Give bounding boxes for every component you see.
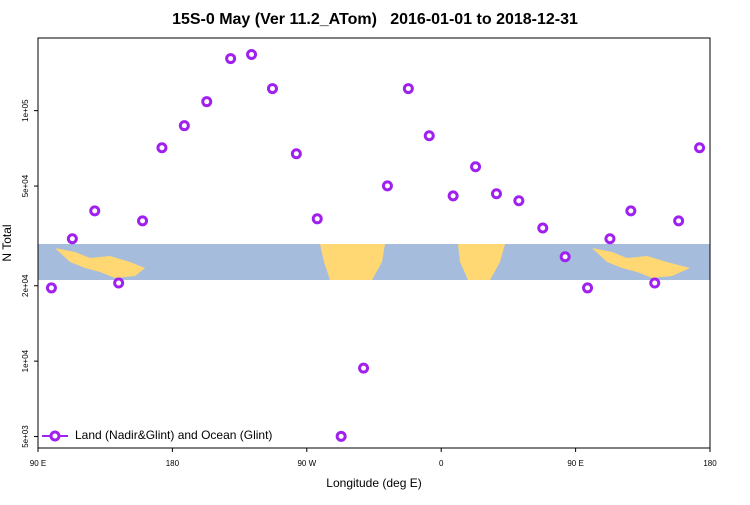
- data-point: [423, 130, 435, 142]
- x-tick-label: 90 E: [30, 459, 46, 468]
- data-point: [470, 161, 482, 173]
- chart-title: 15S-0 May (Ver 11.2_ATom) 2016-01-01 to …: [172, 11, 578, 28]
- land: [458, 244, 505, 280]
- land: [320, 244, 385, 280]
- x-tick-label: 90 E: [567, 459, 583, 468]
- data-point: [89, 205, 101, 217]
- data-point: [649, 277, 661, 289]
- data-point: [673, 215, 685, 227]
- data-point: [156, 142, 168, 154]
- data-point: [381, 180, 393, 192]
- data-point: [358, 362, 370, 374]
- data-point: [290, 148, 302, 160]
- x-axis-title: Longitude (deg E): [326, 476, 421, 490]
- data-point: [694, 142, 706, 154]
- y-axis-title: N Total: [0, 224, 14, 261]
- legend-marker: [49, 430, 61, 442]
- data-point: [447, 190, 459, 202]
- data-point: [559, 251, 571, 263]
- x-tick-label: 0: [439, 459, 444, 468]
- map-band: [38, 244, 710, 280]
- y-tick-label: 1e+05: [21, 99, 30, 122]
- data-point: [45, 282, 57, 294]
- data-point: [201, 96, 213, 108]
- data-point: [402, 83, 414, 95]
- data-point: [137, 215, 149, 227]
- y-tick-label: 2e+04: [21, 274, 30, 297]
- data-point: [225, 53, 237, 65]
- data-point: [335, 430, 347, 442]
- data-point: [625, 205, 637, 217]
- land: [55, 248, 145, 278]
- data-point: [604, 233, 616, 245]
- data-point: [66, 233, 78, 245]
- data-point: [537, 222, 549, 234]
- data-point: [113, 277, 125, 289]
- data-point: [513, 195, 525, 207]
- y-tick-label: 5e+04: [21, 174, 30, 197]
- legend-label: Land (Nadir&Glint) and Ocean (Glint): [75, 428, 272, 442]
- x-tick-label: 90 W: [297, 459, 316, 468]
- x-tick-label: 180: [166, 459, 180, 468]
- data-point: [311, 213, 323, 225]
- data-point: [490, 188, 502, 200]
- data-point: [582, 282, 594, 294]
- data-point: [178, 120, 190, 132]
- y-tick-label: 5e+03: [21, 425, 30, 448]
- x-tick-label: 180: [703, 459, 717, 468]
- data-point: [246, 49, 258, 61]
- data-point: [266, 83, 278, 95]
- y-tick-label: 1e+04: [21, 349, 30, 372]
- plot-frame: [37, 37, 711, 449]
- land: [592, 248, 690, 278]
